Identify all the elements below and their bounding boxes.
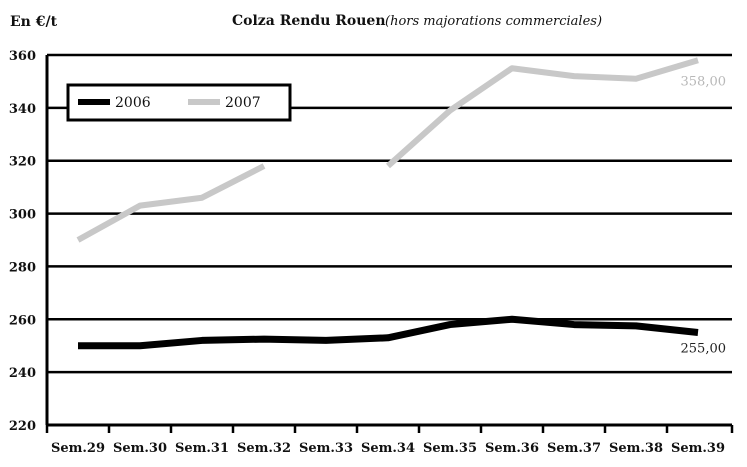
data-labels: 255,00 358,00 [681, 74, 727, 356]
y-tick-label: 240 [9, 366, 36, 381]
y-tick-label: 360 [9, 49, 36, 64]
legend-label-2006: 2006 [115, 95, 151, 111]
x-tick-label: Sem.30 [113, 441, 167, 456]
x-tick-label: Sem.34 [361, 441, 415, 456]
x-tick-label: Sem.39 [671, 441, 725, 456]
data-label-2007: 358,00 [681, 74, 727, 89]
x-tick-label: Sem.38 [609, 441, 663, 456]
series-2006-line [78, 315, 699, 350]
x-tick-label: Sem.32 [237, 441, 291, 456]
x-axis-ticks: Sem.29 Sem.30 Sem.31 Sem.32 Sem.33 Sem.34 Sem.… [45, 425, 734, 456]
y-tick-label: 260 [9, 313, 36, 328]
x-tick-label: Sem.31 [175, 441, 229, 456]
series-2007-line [76, 163, 266, 243]
x-tick-label: Sem.36 [485, 441, 539, 456]
series-lines [76, 57, 699, 350]
chart-title: Colza Rendu Rouen [232, 13, 386, 29]
y-tick-label: 280 [9, 260, 36, 275]
data-label-2006: 255,00 [681, 342, 727, 357]
series-2007-line [385, 57, 699, 169]
legend-label-2007: 2007 [225, 95, 261, 111]
y-tick-label: 220 [9, 419, 36, 434]
legend: 2006 2007 [66, 83, 292, 122]
y-tick-label: 300 [9, 208, 36, 223]
chart-subtitle: (hors majorations commerciales) [385, 14, 602, 29]
x-tick-label: Sem.29 [51, 441, 105, 456]
y-tick-label: 340 [9, 102, 36, 117]
x-tick-label: Sem.37 [547, 441, 601, 456]
x-tick-label: Sem.33 [299, 441, 353, 456]
y-axis-ticks: 220 240 260 280 300 320 340 360 [9, 49, 36, 434]
unit-label: En €/t [10, 14, 58, 30]
y-tick-label: 320 [9, 155, 36, 170]
x-tick-label: Sem.35 [423, 441, 477, 456]
